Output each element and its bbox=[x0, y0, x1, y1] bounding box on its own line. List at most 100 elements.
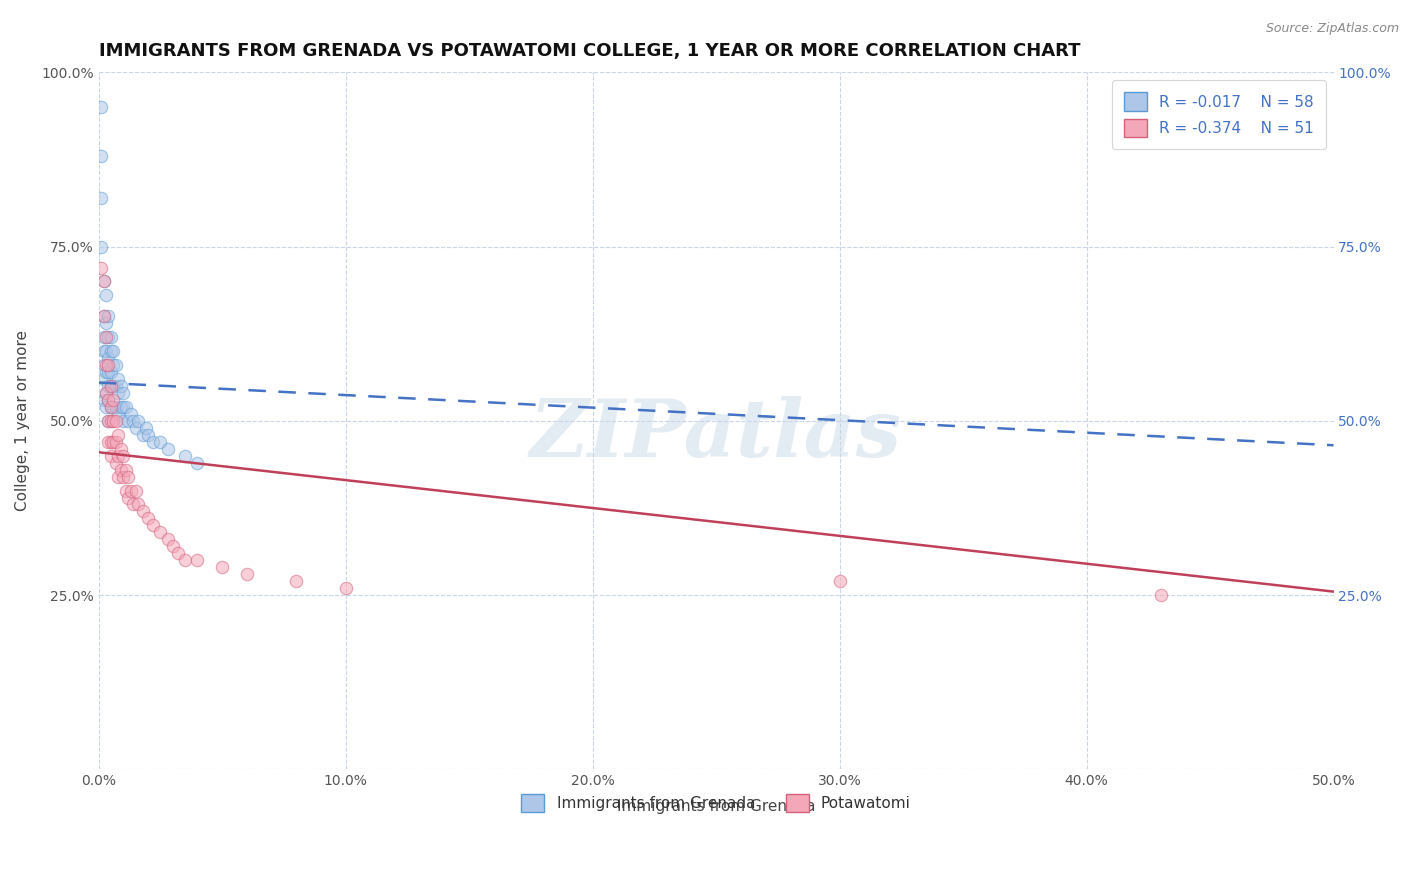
Point bbox=[100, 330, 122, 344]
Text: IMMIGRANTS FROM GRENADA VS POTAWATOMI COLLEGE, 1 YEAR OR MORE CORRELATION CHART: IMMIGRANTS FROM GRENADA VS POTAWATOMI CO… bbox=[98, 42, 1080, 60]
Point bbox=[117, 469, 139, 483]
Point bbox=[97, 330, 120, 344]
Point bbox=[107, 407, 129, 421]
Point bbox=[335, 581, 357, 595]
Point bbox=[132, 504, 155, 518]
Point bbox=[93, 310, 115, 324]
Point bbox=[136, 511, 159, 525]
X-axis label: Immigrants from Grenada: Immigrants from Grenada bbox=[617, 799, 815, 814]
Point bbox=[100, 365, 122, 379]
Point bbox=[114, 400, 136, 414]
Point bbox=[186, 456, 208, 470]
Point bbox=[107, 427, 129, 442]
Point bbox=[97, 379, 120, 393]
Point bbox=[110, 442, 132, 456]
Point bbox=[103, 344, 125, 359]
Point bbox=[100, 400, 122, 414]
Point bbox=[112, 449, 135, 463]
Text: Source: ZipAtlas.com: Source: ZipAtlas.com bbox=[1265, 22, 1399, 36]
Point bbox=[93, 358, 115, 372]
Point bbox=[236, 567, 259, 582]
Point bbox=[97, 365, 120, 379]
Point bbox=[93, 310, 115, 324]
Point bbox=[104, 358, 127, 372]
Point bbox=[142, 434, 165, 449]
Point bbox=[103, 400, 125, 414]
Point bbox=[93, 275, 115, 289]
Point bbox=[100, 400, 122, 414]
Legend: Immigrants from Grenada, Potawatomi: Immigrants from Grenada, Potawatomi bbox=[509, 781, 922, 824]
Point bbox=[94, 386, 117, 401]
Point bbox=[127, 414, 149, 428]
Point bbox=[122, 414, 145, 428]
Point bbox=[136, 427, 159, 442]
Point bbox=[97, 434, 120, 449]
Point bbox=[1149, 588, 1171, 602]
Point bbox=[132, 427, 155, 442]
Point bbox=[90, 149, 112, 163]
Point bbox=[94, 344, 117, 359]
Point bbox=[149, 434, 172, 449]
Point bbox=[104, 414, 127, 428]
Point bbox=[120, 407, 142, 421]
Point bbox=[100, 344, 122, 359]
Point bbox=[97, 358, 120, 372]
Point bbox=[107, 372, 129, 386]
Point bbox=[104, 400, 127, 414]
Point bbox=[103, 392, 125, 407]
Point bbox=[285, 574, 308, 589]
Point bbox=[93, 275, 115, 289]
Point bbox=[100, 379, 122, 393]
Point bbox=[112, 414, 135, 428]
Point bbox=[135, 421, 157, 435]
Point bbox=[94, 316, 117, 330]
Point bbox=[104, 456, 127, 470]
Point bbox=[100, 379, 122, 393]
Point bbox=[94, 400, 117, 414]
Point bbox=[100, 414, 122, 428]
Point bbox=[211, 560, 233, 574]
Point bbox=[90, 100, 112, 114]
Point bbox=[94, 330, 117, 344]
Point bbox=[97, 414, 120, 428]
Point bbox=[828, 574, 851, 589]
Point bbox=[110, 379, 132, 393]
Point bbox=[107, 449, 129, 463]
Point bbox=[94, 288, 117, 302]
Point bbox=[97, 392, 120, 407]
Point bbox=[103, 434, 125, 449]
Y-axis label: College, 1 year or more: College, 1 year or more bbox=[15, 330, 30, 511]
Point bbox=[103, 358, 125, 372]
Point bbox=[174, 553, 197, 567]
Point bbox=[156, 442, 179, 456]
Point bbox=[122, 498, 145, 512]
Point bbox=[117, 414, 139, 428]
Point bbox=[103, 379, 125, 393]
Point bbox=[100, 449, 122, 463]
Point bbox=[120, 483, 142, 498]
Point bbox=[90, 260, 112, 275]
Point bbox=[149, 525, 172, 540]
Point bbox=[93, 372, 115, 386]
Point bbox=[93, 330, 115, 344]
Point bbox=[93, 344, 115, 359]
Point bbox=[114, 483, 136, 498]
Text: ZIPatlas: ZIPatlas bbox=[530, 396, 903, 474]
Point bbox=[166, 546, 188, 560]
Point bbox=[94, 365, 117, 379]
Point bbox=[97, 392, 120, 407]
Point bbox=[90, 240, 112, 254]
Point bbox=[103, 414, 125, 428]
Point bbox=[174, 449, 197, 463]
Point bbox=[112, 400, 135, 414]
Point bbox=[104, 379, 127, 393]
Point bbox=[94, 358, 117, 372]
Point bbox=[156, 533, 179, 547]
Point bbox=[142, 518, 165, 533]
Point bbox=[107, 386, 129, 401]
Point bbox=[94, 386, 117, 401]
Point bbox=[107, 469, 129, 483]
Point bbox=[127, 498, 149, 512]
Point bbox=[110, 400, 132, 414]
Point bbox=[112, 386, 135, 401]
